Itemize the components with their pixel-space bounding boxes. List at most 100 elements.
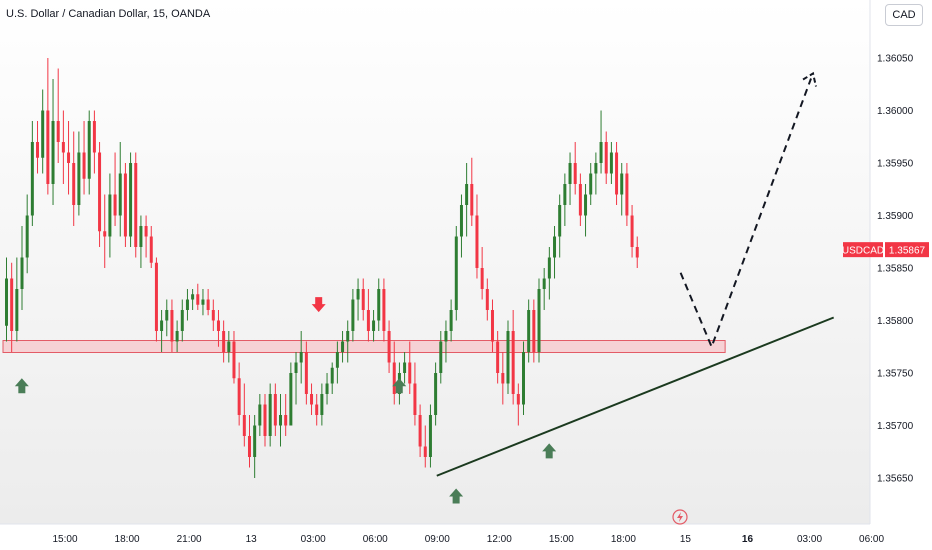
candle (139, 215, 143, 268)
candle (294, 352, 298, 405)
candle-body (439, 341, 443, 373)
candle (72, 131, 76, 226)
currency-button[interactable]: CAD (885, 4, 923, 26)
candle-body (36, 142, 40, 158)
candle (449, 299, 453, 342)
candle (108, 173, 112, 258)
candle-body (180, 310, 184, 331)
x-tick-label: 15:00 (53, 534, 78, 545)
candle (584, 184, 588, 237)
candle (113, 152, 117, 226)
candle-body (604, 142, 608, 174)
candle (615, 142, 619, 205)
candle-body (201, 299, 205, 305)
candle (149, 226, 153, 268)
candle (123, 163, 127, 247)
candle-body (372, 320, 376, 331)
candle (36, 121, 40, 174)
candle-body (253, 425, 257, 457)
x-tick-label: 18:00 (611, 534, 636, 545)
y-tick-label: 1.35850 (877, 264, 914, 275)
candle (56, 68, 60, 163)
candle (361, 278, 365, 321)
candle-body (490, 310, 494, 342)
candle (180, 299, 184, 342)
buy-arrow-icon (392, 378, 407, 394)
candle-body (563, 184, 567, 205)
x-tick-label: 06:00 (363, 534, 388, 545)
candle-body (15, 289, 19, 331)
candle-body (279, 415, 283, 426)
candle-body (377, 289, 381, 321)
candle-body (154, 262, 158, 331)
candle (77, 131, 81, 216)
candle-body (103, 231, 107, 237)
price-tag-symbol: USDCAD (842, 246, 884, 257)
candle (315, 394, 319, 426)
candle (310, 383, 314, 415)
candle (144, 215, 148, 258)
candle (516, 383, 520, 426)
candle (196, 283, 200, 310)
candle-body (568, 163, 572, 184)
candle (423, 425, 427, 468)
candle-body (444, 331, 448, 342)
x-tick-label: 06:00 (859, 534, 884, 545)
candle (506, 320, 510, 394)
candle-body (609, 152, 613, 174)
candle (599, 110, 603, 174)
candle-body (113, 194, 117, 216)
candle (30, 121, 34, 226)
candle (5, 257, 8, 342)
candle (222, 320, 226, 363)
candle-body (537, 289, 541, 352)
candle-body (392, 362, 396, 394)
chart-plot-area[interactable] (0, 0, 870, 524)
projection-path (679, 78, 812, 350)
candle (289, 362, 293, 426)
candle-body (5, 278, 8, 326)
candle-body (320, 394, 324, 415)
candle (103, 194, 107, 268)
candle (201, 289, 205, 316)
candle-body (423, 446, 427, 457)
candle-body (160, 320, 164, 331)
candle-body (284, 415, 288, 426)
y-tick-label: 1.36000 (877, 106, 914, 117)
candle-body (589, 173, 593, 195)
candle-body (144, 226, 148, 237)
x-tick-label: 18:00 (115, 534, 140, 545)
candle (382, 278, 386, 342)
candle-body (325, 383, 329, 394)
candle-body (387, 331, 391, 363)
candle (304, 341, 308, 405)
candle (41, 89, 45, 174)
candle-body (211, 310, 215, 321)
x-tick-label: 15 (680, 534, 692, 545)
candle-body (123, 173, 127, 237)
candle-body (475, 215, 479, 268)
candle (46, 58, 50, 195)
candle (392, 341, 396, 405)
candle (10, 262, 14, 352)
candle (82, 121, 86, 195)
candle (480, 247, 484, 300)
y-tick-label: 1.35800 (877, 316, 914, 327)
candle (268, 383, 272, 447)
candle-body (480, 268, 484, 289)
candle (51, 79, 55, 205)
candle-body (496, 341, 500, 373)
trendline (436, 316, 835, 477)
candle (232, 331, 236, 384)
candle-body (532, 310, 536, 352)
candle (154, 257, 158, 342)
candle (470, 157, 474, 226)
x-tick-label: 03:00 (797, 534, 822, 545)
candle (573, 142, 577, 195)
candle-body (206, 299, 210, 310)
candle (170, 299, 174, 352)
candle (366, 289, 370, 342)
x-tick-label: 15:00 (549, 534, 574, 545)
candle (211, 299, 215, 331)
